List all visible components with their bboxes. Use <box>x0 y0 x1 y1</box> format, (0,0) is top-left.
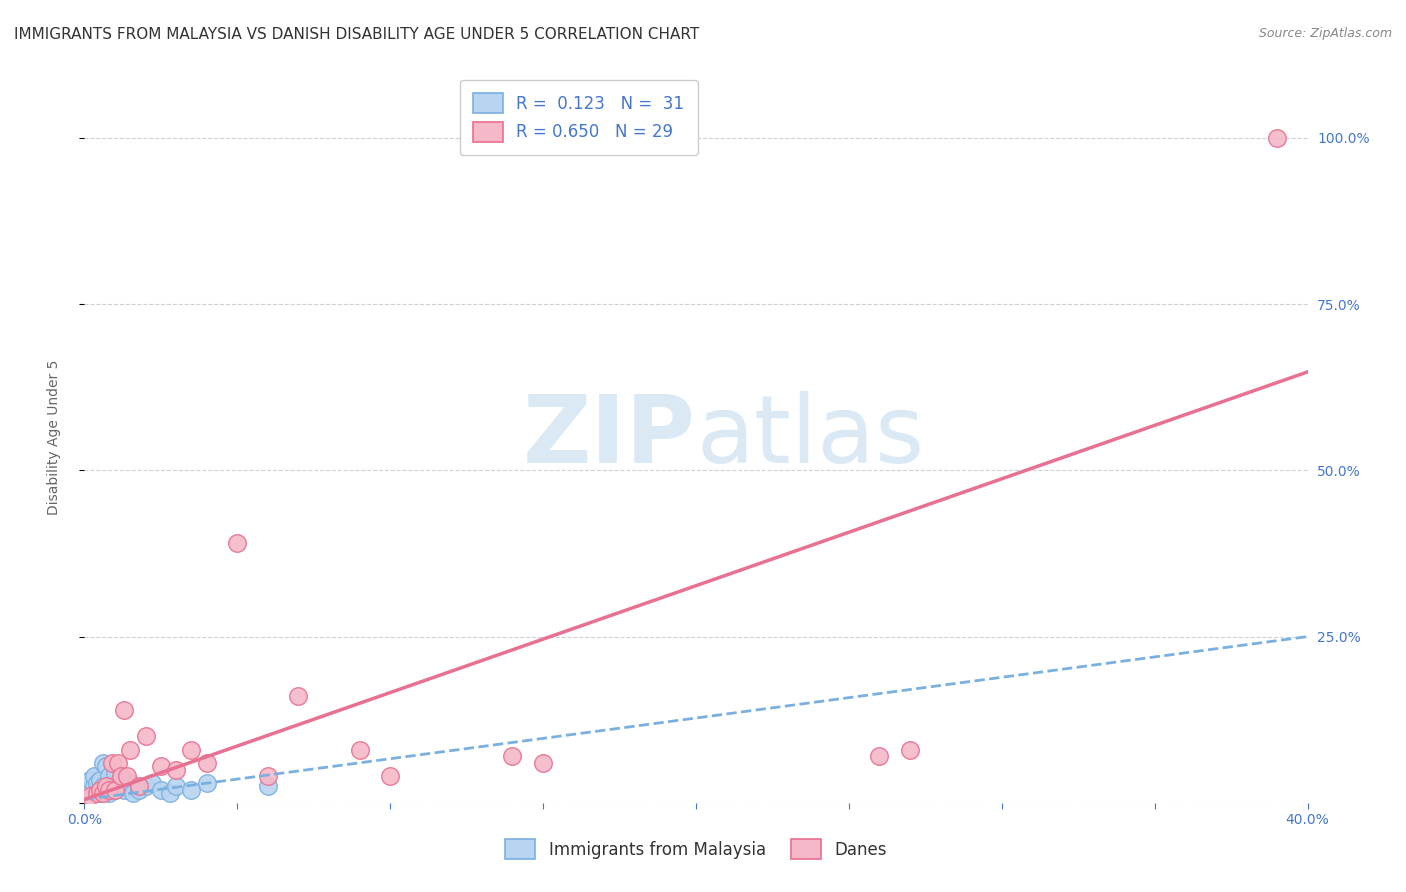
Y-axis label: Disability Age Under 5: Disability Age Under 5 <box>46 359 60 515</box>
Point <box>159 786 181 800</box>
Point <box>97 786 120 800</box>
Point <box>79 772 101 787</box>
Point <box>86 776 108 790</box>
Point <box>94 779 117 793</box>
Text: Source: ZipAtlas.com: Source: ZipAtlas.com <box>1258 27 1392 40</box>
Point <box>94 782 117 797</box>
Point <box>101 756 124 770</box>
Point <box>226 536 249 550</box>
Point <box>869 749 891 764</box>
Point <box>115 769 138 783</box>
Point <box>257 779 280 793</box>
Point <box>97 782 120 797</box>
Point <box>128 782 150 797</box>
Point <box>898 742 921 756</box>
Text: atlas: atlas <box>696 391 924 483</box>
Point <box>165 779 187 793</box>
Point <box>94 759 117 773</box>
Point <box>165 763 187 777</box>
Point <box>104 782 127 797</box>
Point <box>112 703 135 717</box>
Point <box>380 769 402 783</box>
Point <box>91 779 114 793</box>
Point <box>89 782 111 797</box>
Point <box>257 769 280 783</box>
Point <box>89 772 111 787</box>
Point <box>107 756 129 770</box>
Point <box>135 729 157 743</box>
Point <box>502 749 524 764</box>
Point <box>180 742 202 756</box>
Point <box>76 782 98 797</box>
Point <box>86 786 108 800</box>
Point <box>83 779 105 793</box>
Point <box>104 782 127 797</box>
Text: IMMIGRANTS FROM MALAYSIA VS DANISH DISABILITY AGE UNDER 5 CORRELATION CHART: IMMIGRANTS FROM MALAYSIA VS DANISH DISAB… <box>14 27 699 42</box>
Point <box>112 782 135 797</box>
Point <box>91 756 114 770</box>
Point <box>120 776 142 790</box>
Point <box>107 776 129 790</box>
Point <box>89 786 111 800</box>
Point <box>128 779 150 793</box>
Point <box>91 786 114 800</box>
Point <box>83 769 105 783</box>
Point <box>120 742 142 756</box>
Point <box>135 779 157 793</box>
Point <box>349 742 371 756</box>
Legend: Immigrants from Malaysia, Danes: Immigrants from Malaysia, Danes <box>496 830 896 868</box>
Point <box>1265 131 1288 145</box>
Text: ZIP: ZIP <box>523 391 696 483</box>
Point <box>141 776 163 790</box>
Point <box>86 782 108 797</box>
Point <box>104 765 127 780</box>
Point <box>195 776 218 790</box>
Point <box>180 782 202 797</box>
Point <box>149 782 172 797</box>
Point <box>110 769 132 783</box>
Point <box>110 779 132 793</box>
Point <box>122 786 145 800</box>
Point <box>287 690 309 704</box>
Point <box>149 759 172 773</box>
Point <box>101 779 124 793</box>
Point <box>79 789 101 804</box>
Point <box>531 756 554 770</box>
Point <box>97 769 120 783</box>
Point <box>195 756 218 770</box>
